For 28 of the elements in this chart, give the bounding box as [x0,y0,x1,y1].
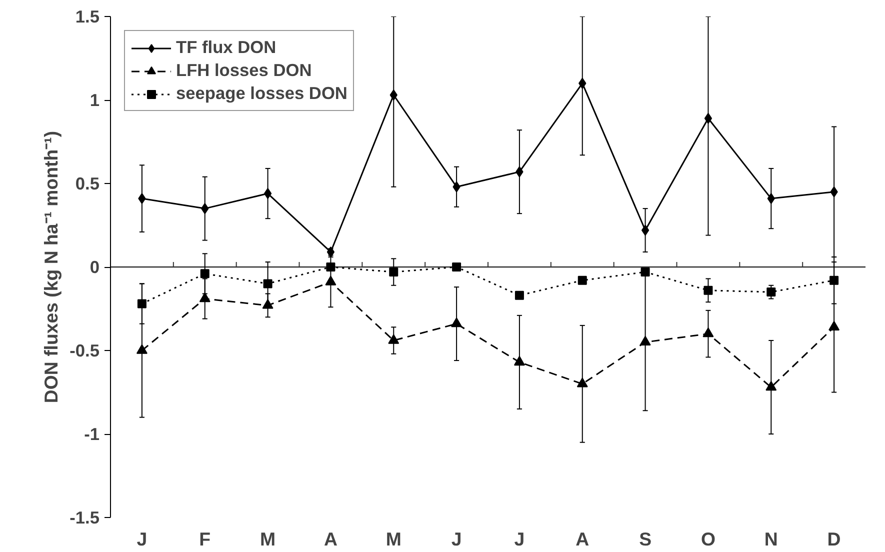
x-tick-label: A [324,528,338,550]
x-tick-label: D [827,528,841,550]
x-tick-label: M [260,528,276,550]
legend-label: LFH losses DON [176,60,312,81]
x-tick-label: O [700,528,716,550]
x-tick-label: M [386,528,402,550]
x-tick-label: J [514,528,525,550]
y-tick-label: 0.5 [75,174,100,194]
legend-label: seepage losses DON [176,83,348,104]
y-tick-label: 1.5 [75,6,100,26]
x-tick-label: F [199,528,211,550]
y-tick-label: 1 [90,90,100,110]
y-tick-label: -1 [84,424,100,444]
y-tick-label: -1.5 [70,508,100,528]
x-tick-label: J [451,528,462,550]
x-tick-label: N [764,528,778,550]
y-tick-label: 0 [90,257,100,277]
point [514,290,524,300]
x-tick-label: A [576,528,590,550]
point [326,262,336,272]
y-axis-title: DON fluxes (kg N ha⁻¹ month⁻¹) [40,130,62,404]
point [452,262,462,272]
x-tick-label: J [136,528,148,550]
point [640,268,650,277]
point [578,276,587,285]
x-tick-label: S [639,528,652,550]
legend-label: TF flux DON [176,37,276,58]
y-tick-label: -0.5 [70,340,100,360]
